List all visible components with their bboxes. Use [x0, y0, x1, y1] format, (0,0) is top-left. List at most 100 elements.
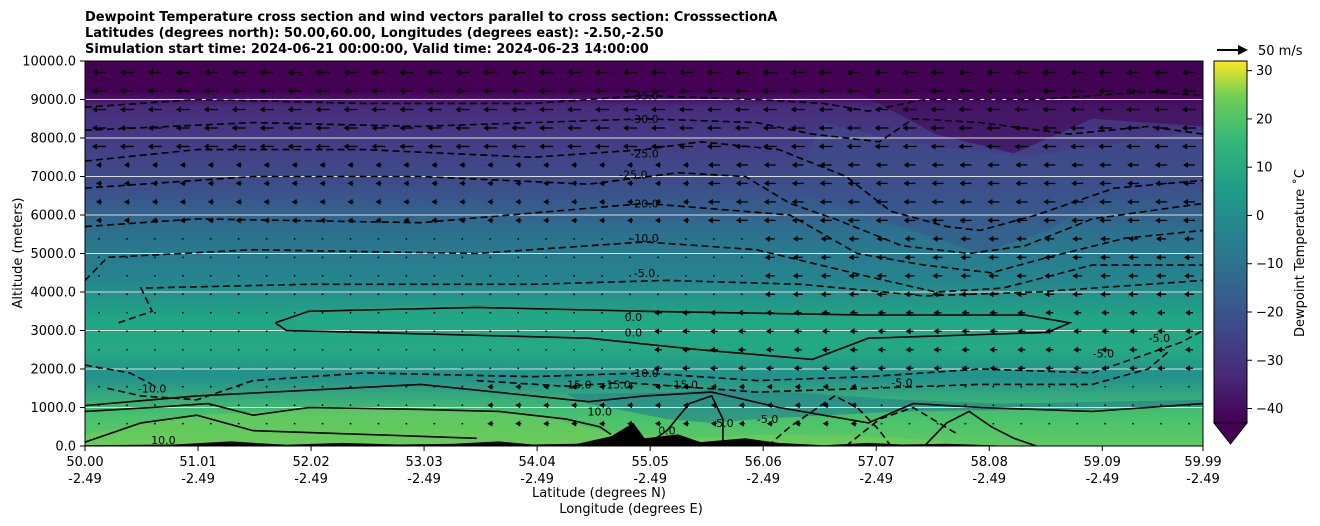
wind-vector	[181, 348, 184, 351]
wind-vector	[654, 402, 661, 409]
wind-vector-head	[986, 143, 992, 150]
wind-vector	[461, 348, 464, 351]
wind-vector	[1104, 404, 1107, 407]
field-patches	[85, 61, 1203, 446]
wind-vector-head	[375, 217, 381, 224]
wind-vector	[405, 367, 408, 370]
wind-vector	[958, 124, 973, 131]
wind-vector-head	[231, 69, 237, 76]
wind-vector-dot	[293, 422, 296, 425]
wind-vector-head	[905, 346, 911, 353]
wind-vector	[179, 198, 186, 205]
wind-vector	[653, 309, 662, 316]
wind-vector-head	[511, 106, 517, 113]
wind-vector	[259, 124, 274, 131]
contour-labels: -35.0-30.0-25.0-25.0-20.0-10.0-5.00.00.0…	[138, 90, 1170, 446]
wind-vector-head	[455, 69, 461, 76]
wind-vector-dot	[405, 367, 408, 370]
contour-line	[85, 117, 1203, 143]
wind-vector-head	[1100, 254, 1106, 261]
wind-vector	[623, 124, 638, 131]
x-tick-label-lat: 56.06	[745, 455, 782, 470]
wind-vector	[573, 367, 576, 370]
wind-vector-head	[874, 124, 880, 131]
wind-vector	[1182, 88, 1197, 95]
wind-vector-dot	[126, 330, 128, 333]
wind-vector	[399, 106, 414, 113]
wind-vector	[293, 348, 296, 351]
wind-vector-dot	[489, 367, 492, 370]
wind-vector-head	[399, 69, 405, 76]
wind-vector-dot	[293, 237, 296, 240]
wind-vector-head	[599, 161, 605, 168]
wind-vector	[573, 293, 576, 296]
wind-vector-dot	[405, 404, 408, 407]
wind-vector-head	[874, 88, 880, 95]
wind-vector-head	[1015, 217, 1021, 224]
wind-vector-head	[763, 161, 769, 168]
wind-vector	[904, 235, 915, 242]
wind-vector-head	[291, 161, 297, 168]
wind-vector	[1185, 365, 1194, 372]
wind-vector-head	[762, 69, 768, 76]
wind-vector	[153, 367, 156, 370]
wind-vector	[1132, 422, 1135, 425]
wind-vector	[623, 143, 638, 150]
wind-vector-dot	[153, 237, 156, 240]
wind-vector-head	[1098, 69, 1104, 76]
wind-vector-head	[515, 217, 521, 224]
wind-vector-head	[738, 383, 744, 390]
wind-vector	[321, 422, 324, 425]
wind-vector-head	[1183, 198, 1189, 205]
wind-vector	[961, 365, 970, 372]
wind-vector-head	[1155, 198, 1161, 205]
wind-vector	[1043, 198, 1056, 205]
wind-vector	[1017, 346, 1026, 353]
colorbar-tick-label: 30	[1256, 64, 1273, 79]
wind-vector	[762, 88, 777, 95]
wind-vector	[265, 256, 268, 259]
wind-vector	[793, 365, 802, 372]
wind-vector-head	[1042, 106, 1048, 113]
wind-vector	[902, 106, 917, 113]
x-tick-label-lon: -2.49	[746, 472, 780, 487]
wind-vector	[377, 293, 380, 296]
wind-vector	[737, 365, 746, 372]
wind-vector	[209, 404, 212, 407]
wind-vector	[959, 217, 972, 224]
wind-vector-head	[877, 328, 883, 335]
wind-vector	[399, 143, 414, 150]
wind-vector	[539, 88, 554, 95]
wind-vector-head	[737, 365, 743, 372]
wind-vector-head	[902, 69, 908, 76]
wind-vector	[203, 106, 218, 113]
wind-vector-dot	[237, 256, 240, 259]
wind-vector	[231, 124, 246, 131]
wind-vector-head	[876, 272, 882, 279]
wind-vector-dot	[908, 404, 911, 407]
wind-vector	[489, 293, 492, 296]
wind-vector	[405, 422, 408, 425]
wind-vector-head	[455, 88, 461, 95]
wind-vector-head	[511, 124, 517, 131]
wind-vector-head	[764, 291, 770, 298]
wind-vector	[821, 365, 830, 372]
wind-vector	[265, 274, 268, 277]
wind-vector	[433, 348, 436, 351]
wind-vector	[293, 256, 296, 259]
wind-vector-head	[511, 69, 517, 76]
wind-vector	[375, 161, 382, 168]
wind-vector-head	[343, 143, 349, 150]
wind-vector	[847, 198, 860, 205]
wind-vector	[1048, 422, 1051, 425]
wind-vector	[740, 256, 743, 259]
wind-vector	[209, 367, 212, 370]
colorbar-extend-min	[1212, 422, 1249, 445]
wind-vector	[433, 367, 436, 370]
wind-vector-dot	[293, 256, 296, 259]
y-tick-label: 4000.0	[31, 286, 77, 301]
wind-vector-head	[119, 143, 125, 150]
wind-vector-head	[1043, 180, 1049, 187]
wind-vector	[321, 385, 324, 388]
wind-vector-head	[791, 161, 797, 168]
